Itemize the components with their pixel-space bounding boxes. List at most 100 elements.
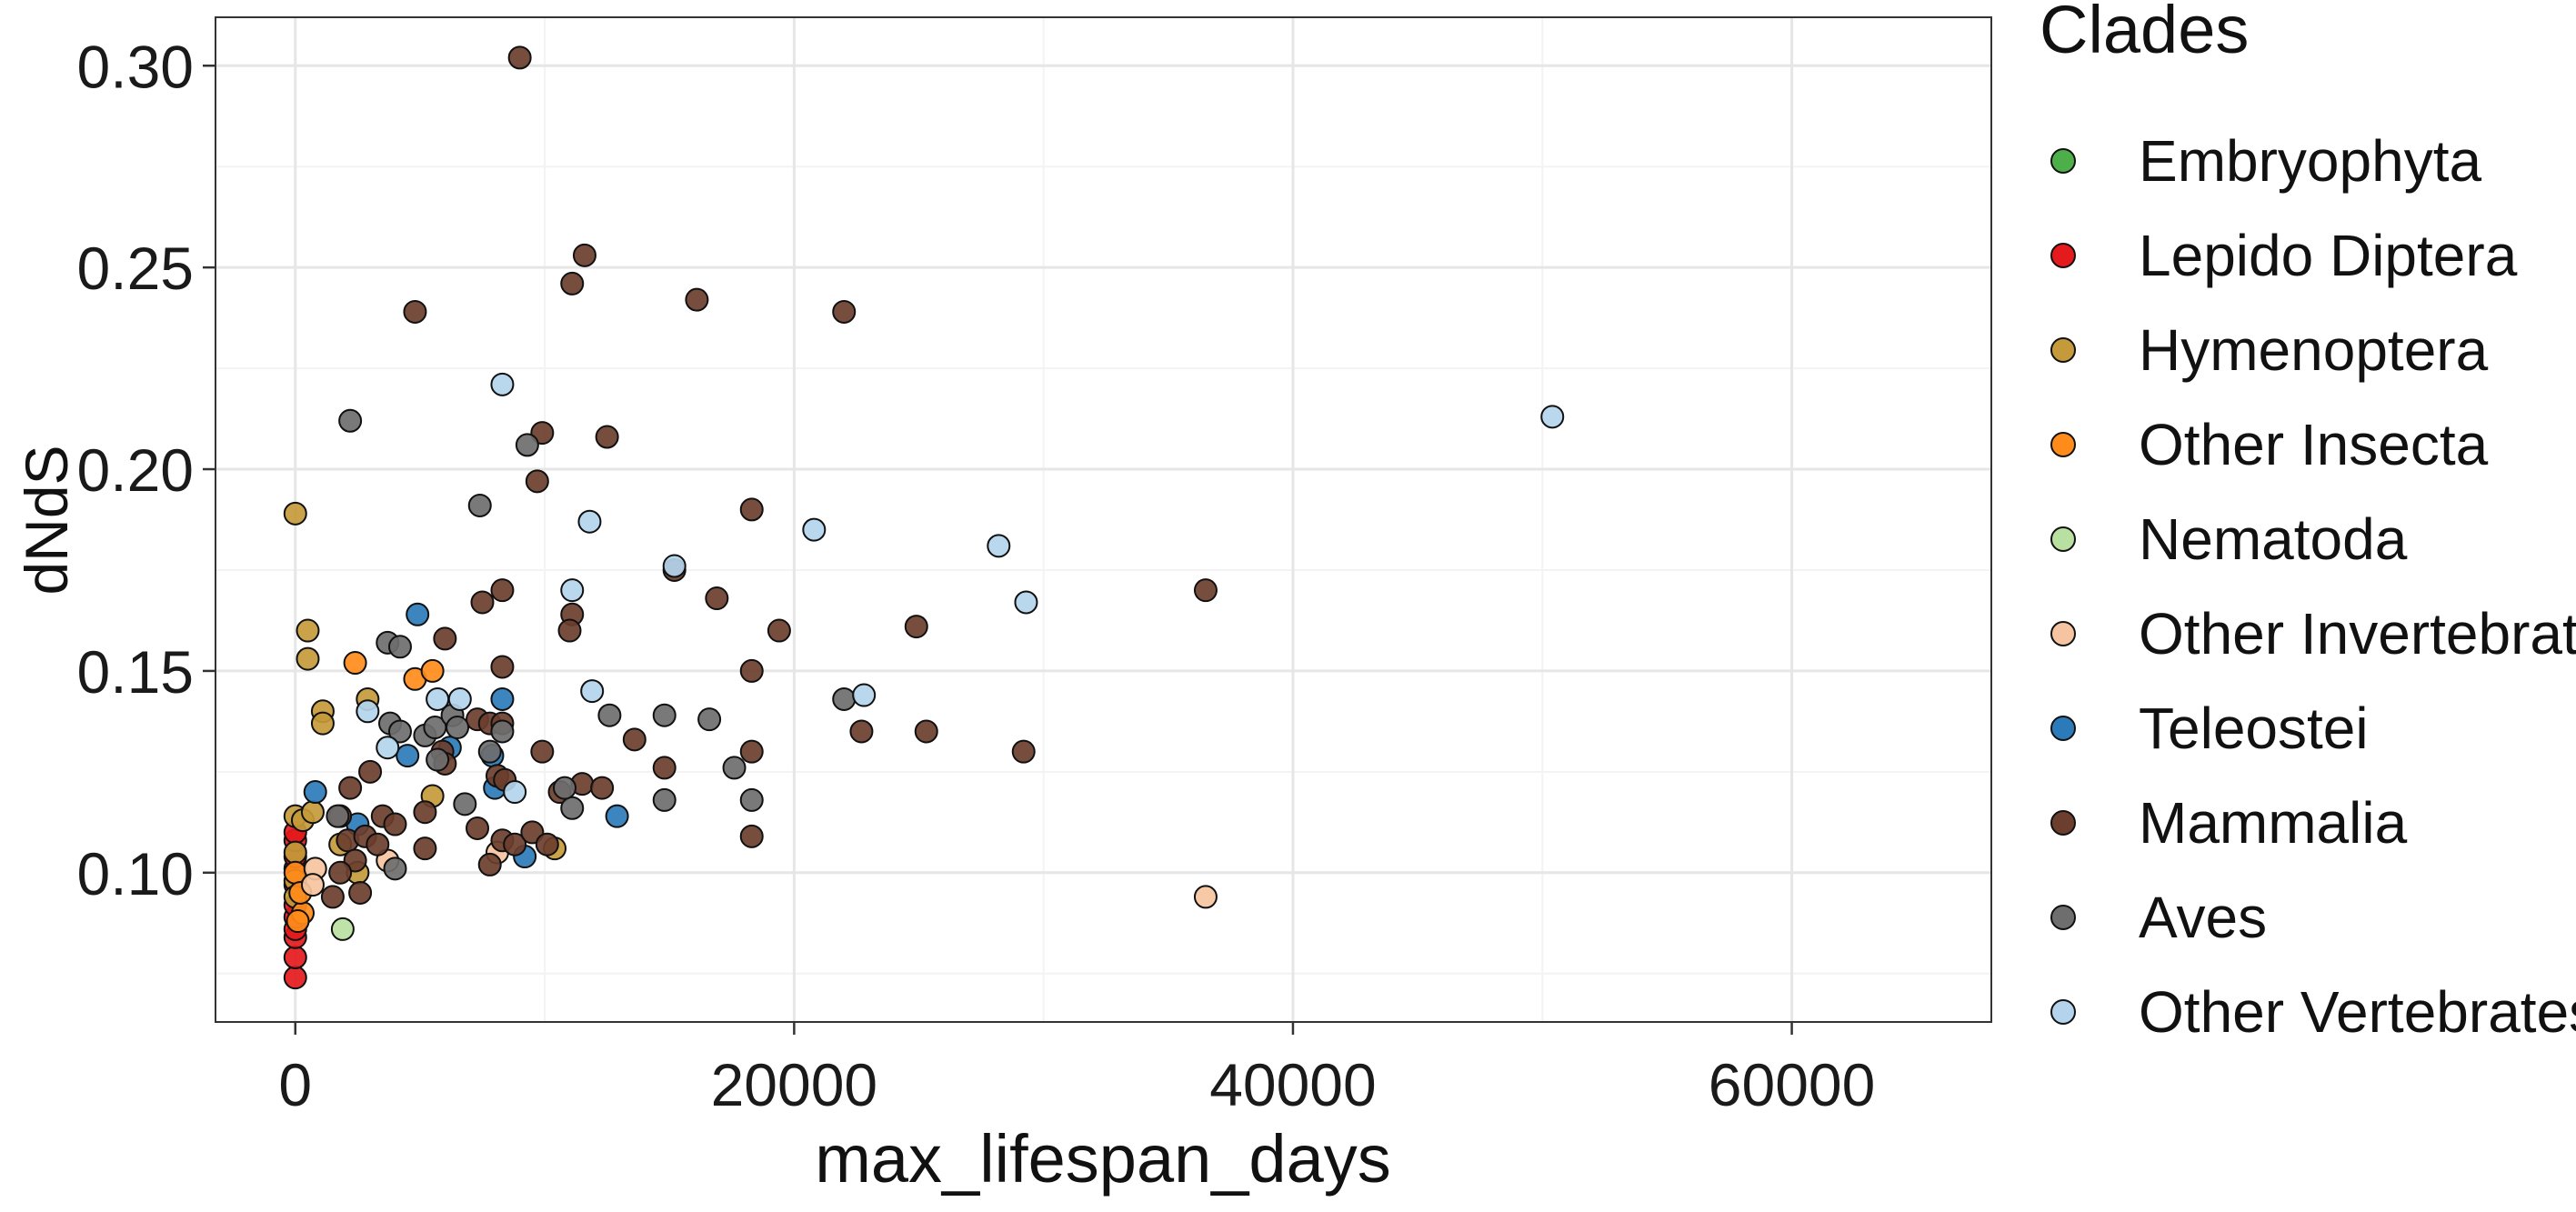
data-point [535, 832, 559, 856]
data-point [283, 840, 307, 865]
x-tick-label: 20000 [711, 1051, 878, 1118]
data-point [652, 787, 677, 812]
data-point [697, 707, 722, 732]
data-point [1011, 739, 1036, 764]
data-point [739, 739, 764, 764]
data-point [403, 299, 427, 324]
data-point [622, 727, 647, 752]
legend-title: Clades [2040, 0, 2249, 67]
data-point [652, 703, 677, 727]
y-tick-label: 0.30 [77, 33, 194, 100]
data-point [1014, 590, 1038, 615]
data-point [490, 719, 515, 744]
legend-key [2050, 999, 2076, 1025]
data-point [595, 425, 619, 449]
data-point [1540, 405, 1565, 429]
y-tick-label: 0.20 [77, 436, 194, 504]
data-point [447, 686, 472, 711]
data-point [577, 509, 602, 534]
data-point [832, 686, 857, 711]
axis-ticks: 0 20000 40000 60000 0.10 0.15 0.20 0.25 0.30 [77, 33, 1876, 1118]
data-point [553, 776, 577, 800]
data-points [283, 45, 1565, 990]
plot-panel [215, 16, 1992, 1023]
legend: Clades Embryophyta Lepido Diptera Hymenopt… [2040, 0, 2576, 1045]
data-point [396, 744, 420, 768]
y-tick-label: 0.15 [77, 638, 194, 706]
legend-label: Hymenoptera [2139, 317, 2489, 383]
data-point [366, 832, 390, 856]
data-point [652, 756, 677, 780]
data-point [413, 800, 437, 825]
data-point [530, 739, 555, 764]
data-point [420, 658, 445, 683]
legend-key [2050, 810, 2076, 836]
data-point [503, 832, 527, 856]
x-tick-label: 60000 [1709, 1051, 1876, 1118]
legend-key [2050, 432, 2076, 457]
data-point [722, 756, 747, 780]
data-point [310, 711, 335, 736]
data-point [446, 716, 470, 740]
data-point [338, 776, 363, 800]
data-point [605, 804, 629, 828]
data-point [283, 501, 307, 526]
y-tick-label: 0.25 [77, 235, 194, 302]
y-axis-title: dNdS [13, 445, 80, 595]
data-point [283, 966, 307, 990]
data-point [572, 243, 596, 267]
data-point [453, 792, 477, 816]
data-point [466, 816, 490, 840]
data-point [590, 776, 615, 800]
legend-label: Mammalia [2139, 790, 2408, 856]
data-point [426, 686, 450, 711]
data-point [348, 880, 373, 905]
legend-items: Embryophyta Lepido Diptera Hymenoptera Othe… [2050, 128, 2576, 1045]
data-point [739, 824, 764, 848]
grid-lines [216, 17, 1991, 1022]
data-point [739, 497, 764, 522]
data-point [343, 651, 367, 676]
data-point [283, 945, 307, 969]
x-axis-title: max_lifespan_days [815, 1121, 1390, 1197]
data-point [507, 45, 532, 70]
data-point [300, 873, 325, 897]
data-point [338, 408, 363, 433]
data-point [300, 800, 325, 825]
legend-label: Teleostei [2139, 696, 2369, 761]
data-point [383, 856, 407, 881]
data-point [433, 626, 457, 651]
data-point [376, 736, 400, 760]
data-point [904, 615, 928, 639]
data-point [330, 917, 355, 941]
data-point [326, 804, 350, 828]
data-point [705, 586, 729, 611]
legend-key [2050, 905, 2076, 930]
data-point [662, 554, 687, 578]
data-point [383, 812, 407, 836]
data-point [477, 739, 502, 764]
legend-label: Other Vertebrates [2139, 979, 2576, 1045]
data-point [560, 796, 585, 820]
data-point [296, 618, 320, 643]
data-point [490, 372, 515, 396]
legend-label: Other Invertebrates [2139, 601, 2576, 666]
data-point [832, 299, 857, 324]
data-point [557, 618, 582, 643]
legend-key [2050, 621, 2076, 646]
data-point [490, 578, 515, 603]
legend-key [2050, 716, 2076, 741]
data-point [387, 635, 412, 659]
legend-key [2050, 243, 2076, 268]
data-point [490, 686, 515, 711]
data-point [852, 683, 877, 707]
data-point [406, 602, 430, 626]
data-point [320, 885, 345, 909]
y-tick-label: 0.10 [77, 840, 194, 907]
data-point [597, 703, 622, 727]
legend-label: Lepido Diptera [2139, 223, 2518, 288]
data-point [914, 719, 938, 744]
legend-key [2050, 148, 2076, 174]
data-point [503, 780, 527, 805]
